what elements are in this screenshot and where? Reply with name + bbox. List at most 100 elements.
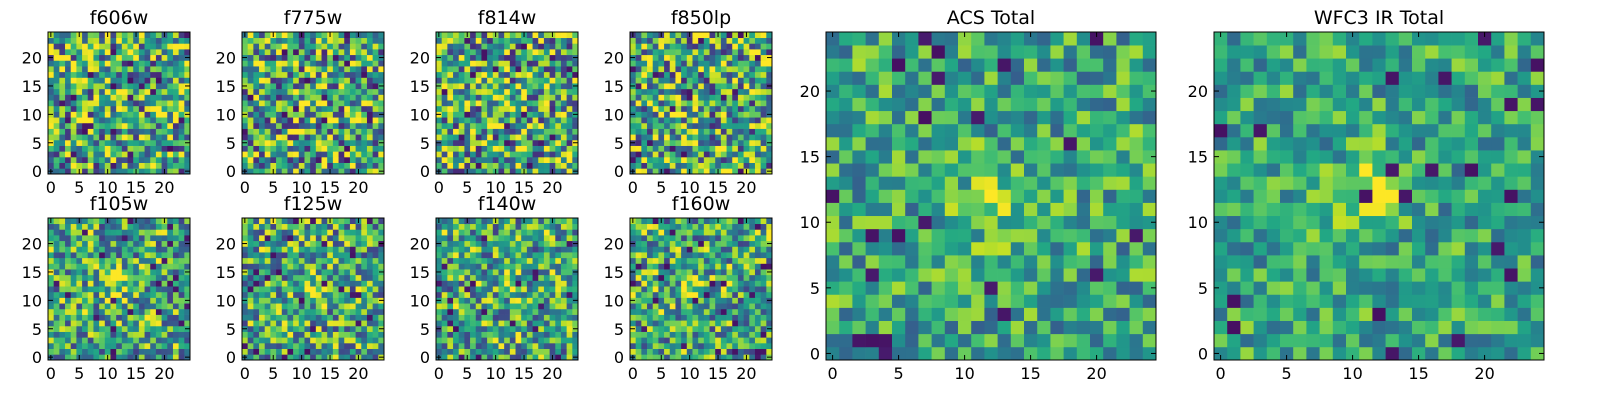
cell — [732, 32, 739, 39]
cell — [447, 111, 454, 118]
cell — [703, 49, 710, 56]
cell — [378, 66, 385, 73]
cell — [82, 235, 89, 242]
cell — [509, 37, 516, 44]
cell — [310, 156, 317, 163]
cell — [161, 337, 168, 344]
cell — [737, 331, 744, 338]
cell — [726, 105, 733, 112]
cell — [310, 280, 317, 287]
cell — [521, 139, 528, 146]
cell — [93, 291, 100, 298]
cell — [572, 128, 579, 135]
cell — [378, 274, 385, 281]
cell — [242, 291, 249, 298]
cell — [344, 151, 351, 158]
cell — [686, 297, 693, 304]
cell — [53, 320, 60, 327]
cell — [475, 122, 482, 129]
cell — [172, 139, 179, 146]
x-tick-label: 15 — [708, 178, 728, 197]
cell — [93, 348, 100, 355]
cell — [65, 291, 72, 298]
cell — [332, 94, 339, 101]
cell — [766, 337, 773, 344]
cell — [566, 77, 573, 84]
cell — [150, 162, 157, 169]
cell — [76, 235, 83, 242]
cell — [281, 291, 288, 298]
cell — [99, 94, 106, 101]
cell — [70, 240, 77, 247]
cell — [481, 337, 488, 344]
cell — [110, 223, 117, 230]
cell — [144, 269, 151, 276]
cell — [338, 145, 345, 152]
cell — [355, 105, 362, 112]
cell — [647, 111, 654, 118]
cell — [709, 168, 716, 175]
cell — [104, 88, 111, 95]
cell — [70, 122, 77, 129]
cell — [675, 88, 682, 95]
cell — [532, 223, 539, 230]
cell — [549, 139, 556, 146]
cell — [509, 60, 516, 67]
cell — [349, 223, 356, 230]
cell — [743, 274, 750, 281]
cell — [184, 331, 191, 338]
cell — [338, 235, 345, 242]
cell — [447, 139, 454, 146]
cell — [167, 117, 174, 124]
cell — [475, 88, 482, 95]
cell — [509, 88, 516, 95]
cell — [475, 331, 482, 338]
cell — [127, 348, 134, 355]
cell — [93, 218, 100, 225]
cell — [532, 325, 539, 332]
cell — [327, 83, 334, 90]
cell — [715, 83, 722, 90]
cell — [543, 66, 550, 73]
cell — [538, 308, 545, 315]
cell — [754, 134, 761, 141]
cell — [327, 263, 334, 270]
cell — [647, 105, 654, 112]
cell — [475, 320, 482, 327]
cell — [110, 37, 117, 44]
cell — [127, 71, 134, 78]
cell — [53, 314, 60, 321]
cell — [59, 314, 66, 321]
cell — [321, 156, 328, 163]
cell — [572, 151, 579, 158]
cell — [475, 348, 482, 355]
cell — [138, 134, 145, 141]
cell — [361, 314, 368, 321]
cell — [652, 320, 659, 327]
cell — [253, 60, 260, 67]
cell — [515, 54, 522, 61]
cell — [447, 88, 454, 95]
cell — [754, 100, 761, 107]
cell — [76, 111, 83, 118]
cell — [509, 218, 516, 225]
cell — [76, 54, 83, 61]
cell — [521, 66, 528, 73]
cell — [760, 43, 767, 50]
cell — [664, 100, 671, 107]
cell — [555, 218, 562, 225]
cell — [144, 252, 151, 259]
cell — [184, 280, 191, 287]
cell — [372, 291, 379, 298]
cell — [315, 269, 322, 276]
cell — [327, 223, 334, 230]
cell — [59, 139, 66, 146]
cell — [48, 291, 55, 298]
cell — [361, 303, 368, 310]
cell — [703, 77, 710, 84]
cell — [641, 66, 648, 73]
cell — [475, 43, 482, 50]
cell — [304, 314, 311, 321]
cell — [270, 274, 277, 281]
cell — [338, 88, 345, 95]
